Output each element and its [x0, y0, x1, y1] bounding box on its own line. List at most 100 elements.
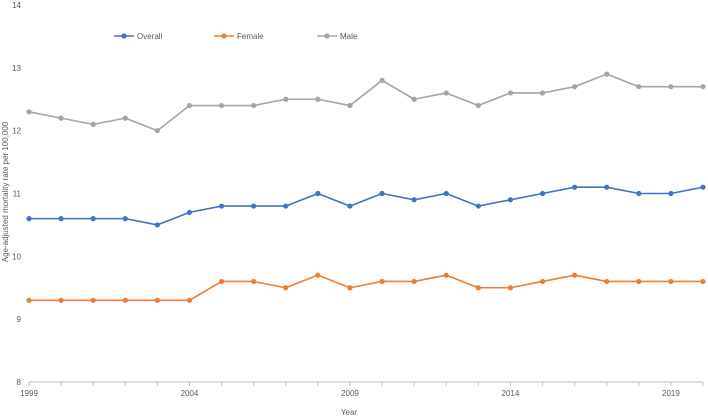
- series-line-female: [29, 274, 703, 302]
- data-point-overall-2002: [122, 216, 128, 222]
- data-point-female-2019: [668, 278, 674, 285]
- data-point-male-2011: [411, 96, 417, 102]
- data-point-overall-2016: [572, 184, 578, 190]
- data-point-overall-2018: [636, 190, 642, 197]
- data-point-overall-2011: [411, 197, 417, 203]
- data-point-overall-1999: [26, 216, 32, 222]
- data-point-overall-2003: [154, 222, 160, 228]
- data-point-male-2002: [122, 115, 128, 121]
- x-axis-title: Year: [341, 408, 358, 417]
- legend-label-overall: Overall: [137, 32, 163, 41]
- data-point-female-2013: [475, 285, 481, 291]
- legend: Overall Female Male: [114, 32, 358, 41]
- data-point-male-2013: [475, 102, 481, 109]
- x-tick-label-2009: 2009: [341, 389, 359, 398]
- data-point-male-2020: [700, 84, 706, 90]
- data-point-male-2006: [251, 102, 257, 109]
- data-point-overall-2007: [283, 203, 289, 209]
- y-tick-label-9: 9: [17, 315, 22, 324]
- data-point-overall-2013: [475, 203, 481, 209]
- data-point-female-2015: [539, 278, 546, 285]
- x-tick-label-2019: 2019: [662, 389, 680, 398]
- data-point-male-2010: [379, 77, 385, 83]
- data-point-female-2002: [122, 297, 128, 303]
- data-point-overall-2006: [251, 203, 257, 209]
- data-point-overall-2012: [443, 190, 449, 197]
- data-point-female-2003: [154, 297, 160, 303]
- data-point-female-2010: [379, 278, 385, 285]
- y-tick-label-14: 14: [12, 1, 21, 10]
- data-point-male-2003: [154, 128, 160, 134]
- series-male: [26, 71, 706, 134]
- data-point-male-2019: [668, 84, 674, 90]
- data-point-overall-2008: [315, 190, 321, 197]
- data-point-female-2004: [186, 297, 193, 303]
- data-point-male-2012: [443, 90, 449, 96]
- data-point-overall-2014: [507, 197, 514, 203]
- data-point-overall-2020: [700, 184, 706, 190]
- data-point-female-2018: [636, 278, 642, 285]
- data-point-female-2008: [315, 272, 321, 278]
- data-point-male-2009: [347, 102, 353, 109]
- x-axis: [28, 381, 704, 386]
- data-point-overall-2015: [539, 190, 546, 197]
- data-point-male-2017: [604, 71, 610, 77]
- data-point-female-2009: [347, 285, 353, 291]
- data-point-overall-2004: [186, 209, 193, 215]
- data-point-overall-2017: [604, 184, 610, 190]
- y-tick-label-8: 8: [17, 378, 22, 387]
- legend-label-female: Female: [237, 32, 264, 41]
- y-axis-ticks: 8 9 10 11 12 13 14: [12, 1, 21, 387]
- data-point-female-2005: [218, 278, 225, 285]
- data-point-female-2000: [58, 297, 64, 303]
- data-point-female-2011: [411, 278, 417, 285]
- y-tick-label-10: 10: [12, 252, 21, 261]
- data-point-female-2016: [572, 272, 578, 278]
- series-female: [26, 272, 706, 303]
- series-overall: [26, 184, 706, 228]
- data-point-male-2014: [507, 90, 514, 96]
- y-tick-label-11: 11: [13, 190, 22, 199]
- y-axis-title: Age-adjusted mortality rate per 100,000: [1, 121, 10, 262]
- legend-marker-overall: [121, 33, 127, 39]
- data-point-male-2005: [218, 102, 225, 109]
- data-point-female-2012: [443, 272, 449, 278]
- data-point-overall-2009: [347, 203, 353, 209]
- data-point-male-2004: [186, 102, 193, 109]
- series-lines: [26, 71, 706, 303]
- x-axis-ticks: 1999 2004 2009 2014 2019: [20, 389, 680, 398]
- data-point-overall-2001: [90, 216, 96, 222]
- data-point-female-2020: [700, 278, 706, 285]
- data-point-female-2007: [283, 285, 289, 291]
- data-point-male-2000: [58, 115, 64, 121]
- legend-item-female: Female: [214, 32, 264, 41]
- y-tick-label-13: 13: [12, 64, 21, 73]
- series-line-overall: [29, 186, 704, 226]
- data-point-female-2006: [251, 278, 257, 285]
- data-point-female-2001: [90, 297, 96, 303]
- data-point-female-1999: [26, 297, 32, 303]
- legend-marker-male: [324, 33, 330, 39]
- legend-label-male: Male: [340, 32, 358, 41]
- x-tick-label-2004: 2004: [181, 389, 199, 398]
- data-point-male-2008: [315, 96, 321, 102]
- data-point-overall-2000: [58, 216, 64, 222]
- legend-marker-female: [221, 33, 227, 39]
- series-line-male: [28, 73, 703, 132]
- data-point-overall-2010: [379, 190, 385, 197]
- data-point-overall-2005: [218, 203, 225, 209]
- legend-item-male: Male: [317, 32, 358, 41]
- data-point-male-2018: [636, 84, 642, 90]
- data-point-male-1999: [26, 109, 32, 115]
- data-point-overall-2019: [668, 190, 674, 197]
- x-tick-label-2014: 2014: [502, 389, 520, 398]
- x-tick-label-1999: 1999: [20, 389, 38, 398]
- legend-item-overall: Overall: [114, 32, 163, 41]
- data-point-male-2015: [539, 90, 546, 96]
- data-point-male-2001: [90, 121, 96, 127]
- data-point-female-2014: [507, 285, 514, 291]
- data-point-male-2016: [572, 84, 578, 90]
- y-tick-label-12: 12: [12, 127, 21, 136]
